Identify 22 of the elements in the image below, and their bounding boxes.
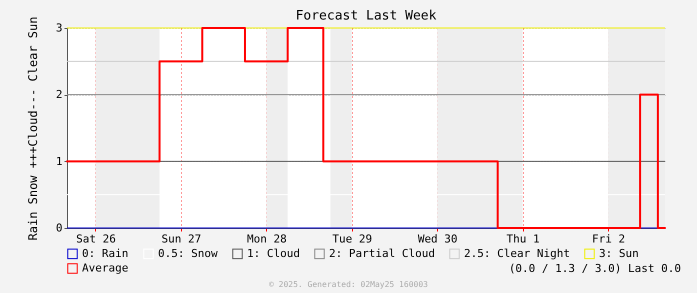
x-tick-label: Tue 29 — [332, 232, 372, 246]
legend-label: 1: Cloud — [247, 246, 300, 260]
text: (0.0 / 1.3 / 3.0) Last 0.0 — [508, 262, 681, 275]
legend-label: 2: Partial Cloud — [329, 246, 435, 260]
x-tick-label: Thu 1 — [506, 232, 540, 246]
chart-title: Forecast Last Week — [296, 8, 437, 24]
y-tick-label: 1 — [56, 154, 62, 168]
text: © 2025. Generated: 02May25 160003 — [268, 280, 429, 289]
y-tick-label: 2 — [56, 88, 62, 102]
legend-label: 2.5: Clear Night — [464, 246, 570, 260]
x-tick-label: Wed 30 — [418, 232, 458, 246]
legend-label: Average — [82, 262, 128, 274]
y-tick-label: 3 — [56, 22, 62, 34]
x-tick-label: Sun 27 — [162, 232, 202, 246]
x-tick-label: Fri 2 — [592, 232, 626, 246]
y-axis-title: Rain Snow +++Cloud--- Clear Sun — [26, 16, 40, 240]
legend-label: 0: Rain — [82, 246, 128, 260]
legend-label: 0.5: Snow — [158, 246, 218, 260]
x-tick-label: Mon 28 — [246, 232, 287, 246]
legend-label: 3: Sun — [599, 246, 639, 260]
x-tick-label: Sat 26 — [76, 232, 116, 246]
y-tick-label: 0 — [56, 222, 62, 234]
